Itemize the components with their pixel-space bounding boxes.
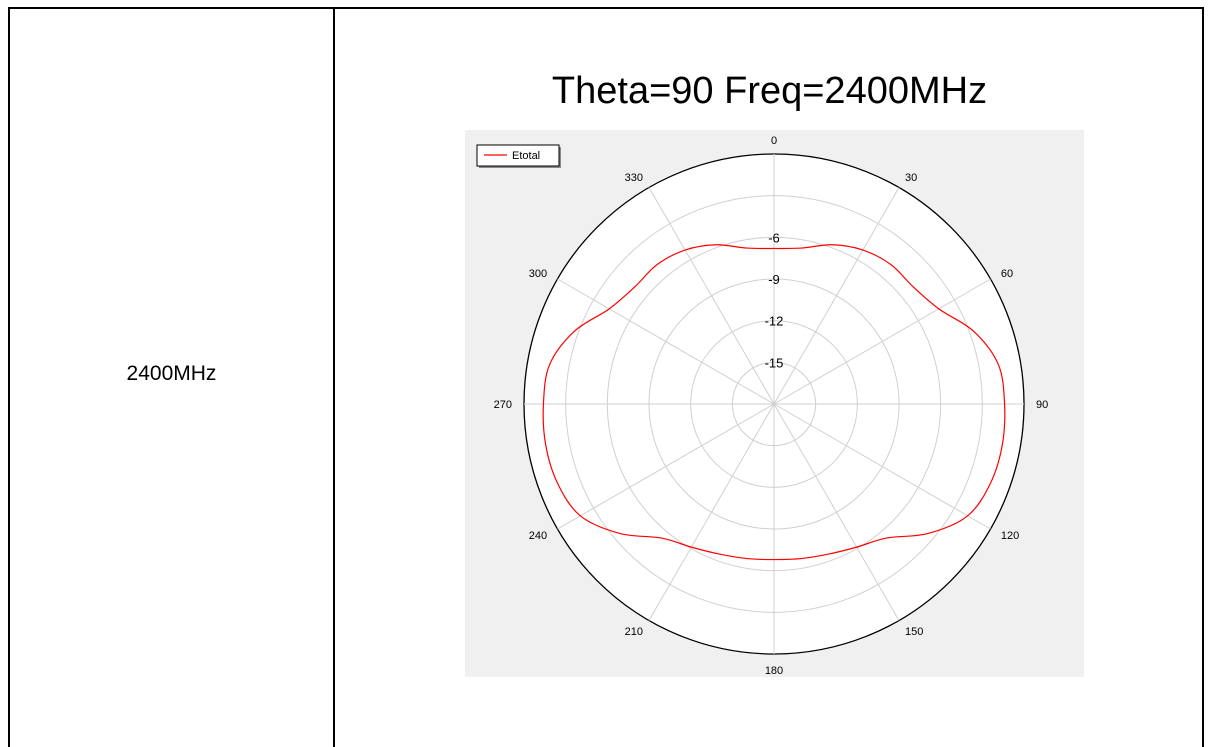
angle-tick-label: 300 [529,268,547,280]
angle-tick-label: 30 [905,172,917,184]
angular-grid-spoke [773,403,991,530]
angular-grid-spoke [557,403,775,530]
angle-tick-label: 120 [1001,530,1019,542]
radial-tick-label: -12 [765,314,784,329]
radial-tick-label: -15 [765,355,784,370]
legend-label-etotal: Etotal [512,150,540,162]
angular-grid-spoke [648,403,775,621]
frequency-row-label: 2400MHz [126,362,217,385]
radial-tick-label: -9 [768,272,780,287]
chart-title: Theta=90 Freq=2400MHz [551,70,988,112]
angular-grid-spoke [773,187,900,405]
table-frame [8,7,1204,747]
series-line-etotal [542,244,1006,561]
angular-grid-spoke [773,403,900,621]
angle-tick-label: 90 [1036,399,1048,411]
angle-tick-label: 0 [771,135,777,147]
angle-tick-label: 60 [1001,268,1013,280]
angular-grid-spoke [648,187,775,405]
angle-tick-label: 240 [529,530,547,542]
angle-tick-label: 180 [765,665,783,677]
angle-tick-label: 210 [625,626,643,638]
angle-tick-label: 330 [625,172,643,184]
angular-grid-spoke [557,278,775,405]
table-column-divider [333,7,335,747]
angle-tick-label: 270 [494,399,512,411]
legend-box [476,144,560,167]
angle-tick-label: 150 [905,626,923,638]
angular-grid-spoke [773,278,991,405]
radial-tick-label: -6 [768,230,780,245]
